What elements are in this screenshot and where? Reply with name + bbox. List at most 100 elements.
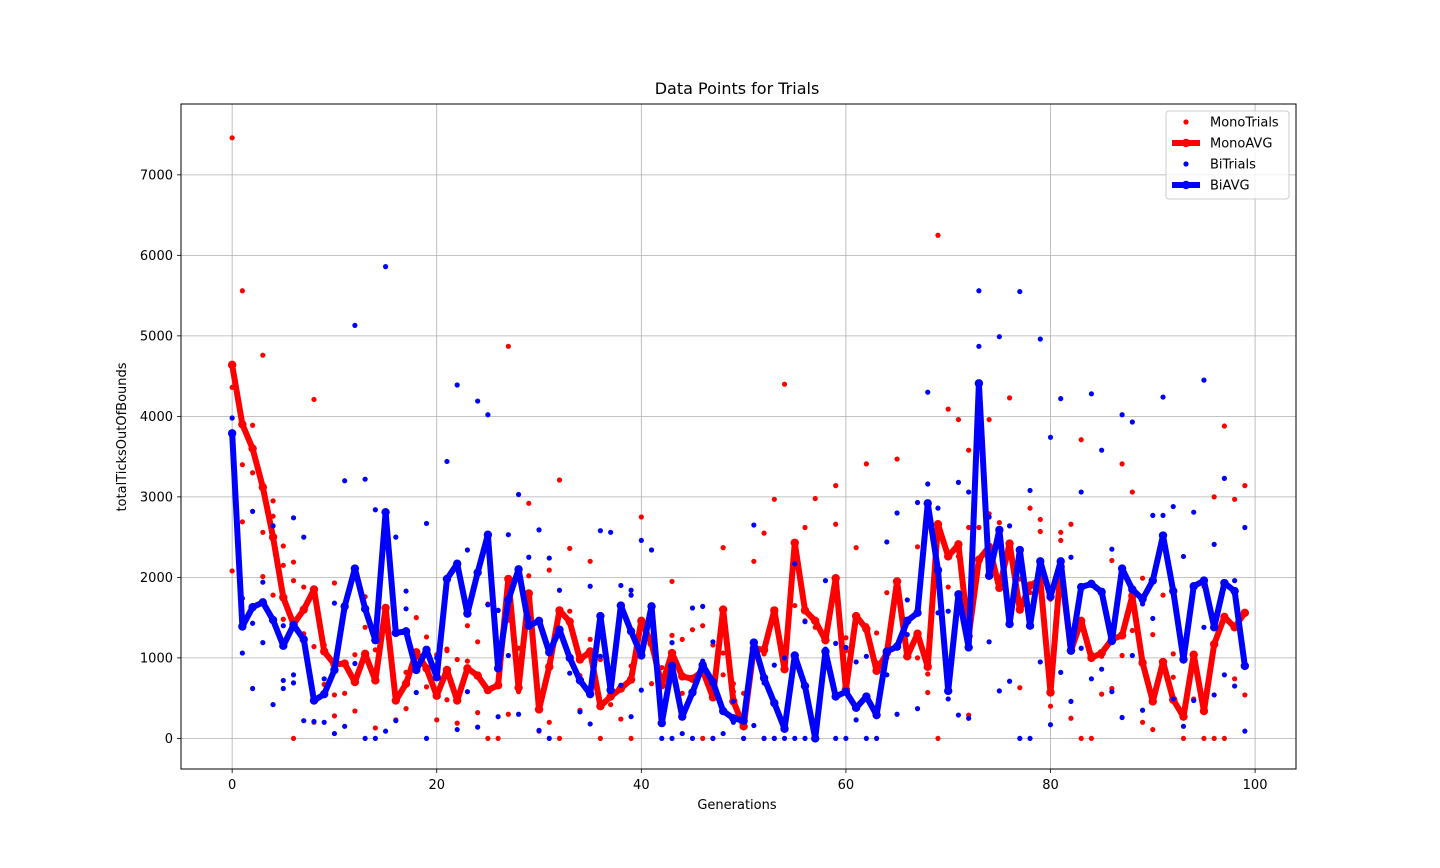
data-point-BiTrials (904, 631, 910, 638)
data-point-BiTrials (372, 507, 378, 513)
data-point-MonoTrials (1201, 735, 1207, 742)
line-marker-BiAVG (422, 645, 431, 655)
data-point-BiTrials (1221, 672, 1227, 678)
data-point-MonoTrials (556, 477, 563, 483)
data-point-MonoTrials (1068, 715, 1074, 721)
data-point-MonoTrials (1232, 496, 1238, 502)
data-point-BiTrials (393, 534, 399, 540)
data-point-BiTrials (648, 547, 655, 553)
data-point-BiTrials (250, 620, 256, 626)
line-marker-BiAVG (831, 692, 840, 701)
data-point-BiTrials (597, 528, 604, 534)
data-point-BiTrials (1047, 722, 1054, 728)
data-point-BiTrials (802, 735, 808, 742)
data-point-BiTrials (1119, 412, 1125, 418)
line-marker-MonoAVG (596, 702, 605, 711)
line-marker-MonoAVG (381, 603, 390, 613)
data-point-BiTrials (567, 670, 573, 676)
data-point-MonoTrials (1160, 592, 1166, 598)
data-point-MonoTrials (1078, 437, 1084, 443)
data-point-MonoTrials (280, 616, 286, 622)
legend-marker-BiAVG (1181, 180, 1191, 190)
data-point-BiTrials (280, 685, 286, 692)
line-marker-BiAVG (360, 604, 370, 613)
data-point-MonoTrials (352, 652, 358, 658)
data-point-MonoTrials (567, 545, 573, 552)
line-marker-MonoAVG (514, 683, 523, 692)
data-point-MonoTrials (301, 584, 307, 590)
axis-ticks: 0 20 40 60 80 1000100020003000400050006000700… (140, 168, 1268, 793)
line-marker-BiAVG (800, 681, 810, 691)
line-marker-BiAVG (309, 696, 319, 705)
line-marker-BiAVG (1015, 545, 1025, 555)
line-marker-BiAVG (708, 677, 718, 687)
x-tick-label: 80 (1042, 778, 1059, 793)
data-point-MonoTrials (966, 524, 972, 531)
line-marker-MonoAVG (995, 583, 1004, 593)
line-marker-BiAVG (984, 571, 994, 580)
data-point-MonoTrials (1047, 703, 1054, 709)
line-marker-BiAVG (504, 595, 513, 605)
data-point-MonoTrials (955, 416, 962, 423)
data-point-BiTrials (853, 717, 859, 723)
data-point-MonoTrials (1027, 505, 1033, 511)
data-point-BiTrials (382, 728, 389, 734)
data-point-MonoTrials (1170, 651, 1176, 657)
line-marker-MonoAVG (534, 705, 544, 714)
data-point-MonoTrials (1150, 631, 1156, 638)
data-point-MonoTrials (1058, 537, 1064, 543)
y-tick-label: 1000 (140, 651, 173, 666)
data-point-MonoTrials (423, 634, 430, 640)
data-point-BiTrials (679, 730, 685, 737)
data-point-MonoTrials (1088, 735, 1095, 742)
data-point-BiTrials (966, 715, 972, 721)
line-marker-BiAVG (1025, 621, 1035, 630)
line-marker-BiAVG (770, 698, 779, 708)
data-point-BiTrials (352, 660, 358, 667)
data-point-BiTrials (1191, 509, 1197, 515)
data-point-BiTrials (966, 489, 972, 495)
y-tick-label: 4000 (140, 410, 173, 425)
data-point-MonoTrials (352, 708, 358, 714)
line-marker-MonoAVG (923, 662, 932, 671)
data-point-BiTrials (444, 458, 450, 465)
data-point-BiTrials (1160, 512, 1166, 518)
line-marker-BiAVG (1117, 564, 1127, 573)
data-point-MonoTrials (669, 632, 675, 638)
data-point-BiTrials (464, 547, 471, 553)
data-point-MonoTrials (250, 422, 256, 428)
line-marker-MonoAVG (340, 659, 349, 668)
line-marker-BiAVG (1087, 579, 1096, 589)
data-point-BiTrials (996, 688, 1002, 694)
legend-marker-MonoTrials (1183, 119, 1189, 125)
line-marker-MonoAVG (227, 360, 237, 370)
data-point-BiTrials (587, 583, 593, 589)
line-marker-MonoAVG (1138, 658, 1147, 667)
line-marker-BiAVG (862, 692, 871, 701)
line-marker-BiAVG (954, 590, 963, 599)
data-point-MonoTrials (1129, 627, 1135, 634)
data-point-MonoTrials (781, 381, 788, 387)
line-marker-BiAVG (514, 565, 523, 574)
data-point-BiTrials (884, 539, 890, 545)
data-point-MonoTrials (1232, 676, 1238, 682)
data-point-MonoTrials (1211, 494, 1217, 500)
data-point-MonoTrials (280, 562, 286, 568)
line-marker-BiAVG (401, 627, 411, 636)
data-point-BiTrials (802, 619, 808, 625)
line-marker-MonoAVG (401, 679, 411, 688)
line-marker-MonoAVG (258, 483, 268, 492)
data-point-MonoTrials (229, 135, 235, 141)
data-point-BiTrials (250, 685, 256, 692)
line-marker-MonoAVG (626, 675, 636, 684)
data-point-MonoTrials (1170, 674, 1176, 680)
data-point-MonoTrials (751, 558, 757, 564)
data-point-MonoTrials (567, 608, 573, 614)
data-point-MonoTrials (280, 543, 286, 549)
data-point-BiTrials (505, 532, 511, 538)
data-point-BiTrials (618, 582, 624, 589)
legend-entry-MonoAVG: MonoAVG (1172, 137, 1272, 152)
line-marker-MonoAVG (575, 655, 585, 664)
data-point-BiTrials (413, 689, 419, 696)
line-marker-MonoAVG (504, 574, 513, 584)
